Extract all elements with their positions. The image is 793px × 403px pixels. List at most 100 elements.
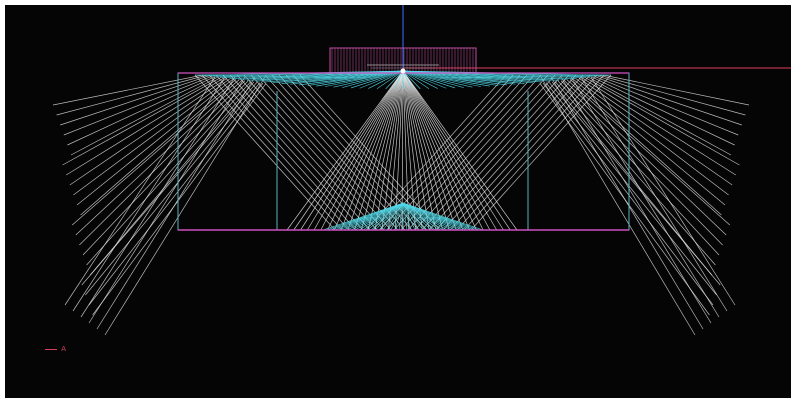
lower-reflector-ray	[406, 216, 412, 231]
ray-line	[581, 77, 736, 176]
reflector-ray	[402, 70, 430, 89]
ray-line	[75, 79, 243, 236]
reflector-ray	[463, 76, 577, 79]
lower-reflector-ray	[436, 216, 472, 231]
ray-line	[88, 82, 264, 306]
ray-line	[402, 70, 470, 231]
ray-line	[402, 70, 477, 231]
ray-line	[402, 70, 410, 231]
ray-line	[402, 70, 416, 231]
ray-line	[421, 74, 563, 231]
ray-line	[442, 74, 584, 231]
ray-line	[402, 70, 443, 231]
ray-line	[215, 74, 357, 231]
ray-line	[194, 74, 336, 231]
lower-reflector-ray	[410, 216, 420, 231]
ray-line	[89, 81, 255, 276]
lower-reflector-ray	[394, 216, 400, 231]
ray-line	[86, 81, 252, 266]
lower-reflector-ray	[432, 216, 464, 231]
lower-reflector-ray	[416, 216, 432, 231]
ray-line	[550, 76, 704, 330]
ray-line	[69, 77, 228, 186]
ray-trace-viewport[interactable]: A	[5, 5, 791, 398]
reflector-ray	[439, 76, 508, 86]
ray-line	[80, 79, 237, 216]
ray-line	[299, 74, 441, 231]
reflector-ray	[368, 76, 391, 89]
lower-reflector-ray	[366, 216, 386, 231]
ray-line	[79, 80, 246, 246]
ray-line	[67, 76, 216, 146]
ray-line	[361, 70, 404, 231]
ray-line	[560, 80, 723, 246]
ray-line	[402, 70, 511, 231]
lower-reflector-ray	[338, 216, 372, 231]
ray-line	[407, 74, 549, 231]
lower-reflector-ray	[378, 216, 392, 231]
reflector-ray	[376, 70, 404, 89]
lower-reflector-ray	[346, 216, 376, 231]
ray-line	[313, 70, 404, 231]
lower-reflector-ray	[358, 216, 382, 231]
lower-reflector-ray	[428, 216, 456, 231]
ray-line	[575, 78, 729, 196]
lower-reflector-ray	[426, 216, 452, 231]
ray-line	[428, 74, 570, 231]
ray-line	[554, 81, 716, 266]
ray-line	[52, 74, 204, 106]
ray-line	[596, 75, 742, 126]
reflector-ray	[402, 70, 464, 88]
ray-line	[271, 74, 413, 231]
ray-line	[393, 74, 535, 231]
legend: A	[45, 345, 66, 359]
ray-line	[201, 74, 343, 231]
ray-line	[286, 70, 404, 231]
ray-line	[542, 82, 714, 306]
lower-reflector-ray	[326, 216, 366, 231]
ray-line	[580, 76, 728, 312]
ray-line	[563, 79, 727, 236]
ray-line	[340, 70, 404, 231]
ray-line	[81, 81, 258, 286]
lower-reflector-ray	[414, 216, 428, 231]
reflector-ray	[421, 76, 456, 89]
ray-bundle	[52, 70, 750, 336]
legend-label: A	[61, 345, 67, 353]
ray-line	[80, 76, 236, 318]
ray-line	[602, 74, 750, 106]
lower-reflector-ray	[350, 216, 378, 231]
lower-reflector-ray	[354, 216, 380, 231]
lower-reflector-ray	[422, 216, 444, 231]
reflector-ray	[316, 76, 373, 87]
ray-line	[381, 70, 404, 231]
ray-line	[590, 76, 736, 306]
ray-line	[402, 70, 484, 231]
reflector-ray	[402, 70, 482, 87]
reflector-ray	[445, 76, 525, 84]
reflector-ray	[342, 70, 404, 88]
reflector-ray	[451, 76, 542, 83]
ray-line	[96, 76, 256, 330]
ray-line	[56, 75, 207, 116]
ray-line	[590, 76, 735, 146]
ray-line	[222, 74, 364, 231]
ray-line	[292, 74, 434, 231]
ray-line	[72, 76, 226, 312]
ray-line	[540, 76, 696, 336]
ray-line	[372, 74, 514, 231]
ray-line	[402, 70, 518, 231]
ray-line	[587, 76, 732, 156]
reflector-ray	[324, 70, 404, 87]
lower-reflector-ray	[404, 216, 408, 231]
ray-line	[208, 74, 350, 231]
ray-line	[557, 80, 720, 256]
ray-line	[569, 79, 722, 216]
reflector-ray	[433, 76, 490, 87]
ray-line	[548, 81, 721, 286]
lower-reflector-ray	[370, 216, 388, 231]
ray-line	[414, 74, 556, 231]
ray-line	[293, 70, 404, 231]
ray-line	[320, 70, 404, 231]
ray-line	[572, 78, 726, 206]
